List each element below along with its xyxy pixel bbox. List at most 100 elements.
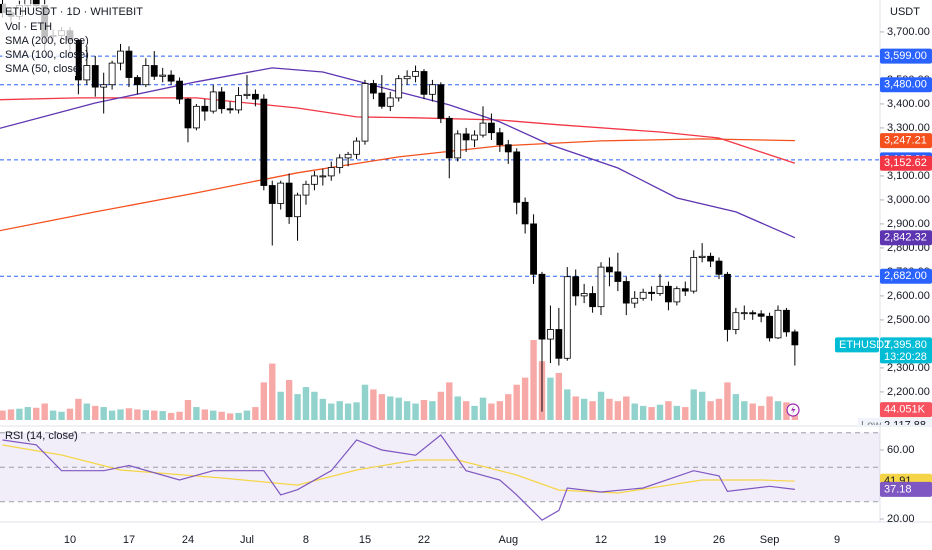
candle-body — [83, 65, 91, 81]
currency-label: USDT — [890, 6, 920, 18]
x-tick-label: 26 — [713, 534, 725, 546]
candle-body — [420, 71, 428, 95]
candle-body — [681, 288, 689, 292]
low-label: 2,117.88 — [884, 419, 926, 431]
candle-body — [673, 288, 681, 303]
candle-body — [496, 132, 504, 146]
sma-line — [0, 97, 796, 164]
x-tick-label: 15 — [359, 534, 371, 546]
volume-bar — [33, 407, 40, 420]
volume-bar — [387, 396, 394, 420]
legend: ETHUSDT · 1D · WHITEBIT Vol · ETH SMA (2… — [2, 4, 143, 442]
volume-bar — [724, 382, 731, 420]
volume-bar — [589, 401, 596, 420]
volume-bar — [437, 391, 445, 420]
sma-value-label: 2,842.32 — [884, 232, 927, 244]
volume-bar — [462, 401, 470, 420]
volume-bar — [766, 396, 773, 420]
level-label: 2,682.00 — [884, 270, 927, 282]
candle-body — [201, 105, 209, 112]
volume-bar — [226, 413, 234, 420]
volume-bar — [125, 408, 133, 420]
candle-body — [252, 93, 259, 100]
candle-body — [538, 273, 546, 340]
candle-body — [294, 194, 301, 218]
volume-bar — [193, 407, 200, 420]
candle-body — [235, 95, 242, 111]
volume-bar — [201, 409, 209, 420]
level-label: 3,480.00 — [884, 79, 927, 91]
sma-value-label: 3,247.21 — [884, 134, 927, 146]
candle-body — [648, 291, 655, 294]
candle-body — [606, 266, 613, 273]
volume-bar — [555, 372, 563, 420]
candle-body — [361, 83, 369, 142]
candle-body — [580, 293, 588, 297]
candle-body — [184, 98, 192, 129]
candle-body — [167, 74, 175, 82]
volume-bar — [235, 412, 242, 420]
volume-bar — [378, 394, 386, 420]
symbol-title: ETHUSDT · 1D · WHITEBIT — [5, 6, 143, 18]
rsi-value-label-box — [880, 481, 932, 497]
volume-bar — [429, 401, 436, 420]
volume-bar — [83, 403, 91, 420]
volume-bar — [66, 408, 74, 420]
candle-body — [639, 291, 647, 299]
candle-body — [100, 84, 108, 88]
volume-bar — [24, 407, 32, 420]
volume-bar — [353, 402, 360, 420]
volume-bar — [479, 397, 487, 420]
candle-body — [336, 157, 344, 168]
candle-body — [311, 175, 318, 185]
candle-body — [125, 50, 133, 78]
candle-body — [774, 309, 782, 339]
candle-body — [445, 117, 453, 159]
candle-body — [327, 167, 335, 177]
volume-bar — [336, 401, 343, 420]
low-label-box — [858, 418, 932, 425]
volume-bar — [243, 410, 251, 420]
y-tick-label: 3,400.00 — [887, 98, 930, 110]
volume-bar — [412, 403, 419, 420]
volume-bar — [302, 387, 310, 420]
volume-bar — [783, 402, 790, 420]
candle-body — [690, 257, 698, 292]
candle-body — [488, 122, 495, 134]
candle-body — [403, 75, 411, 80]
x-tick-label: 22 — [418, 534, 430, 546]
sma-value-label-box — [880, 133, 932, 149]
candle-body — [589, 293, 596, 308]
volume-bar — [488, 403, 495, 420]
volume-bar — [142, 410, 150, 420]
candle-body — [378, 92, 386, 107]
volume-bar — [648, 407, 655, 420]
candle-body — [597, 266, 605, 308]
volume-bar — [210, 410, 217, 420]
price-pane — [0, 0, 880, 420]
sma-line — [0, 138, 795, 232]
volume-label-box — [880, 402, 932, 418]
y-tick-label: 2,500.00 — [887, 314, 930, 326]
candle-body — [698, 255, 706, 258]
volume-bar — [741, 401, 748, 420]
volume-bar — [606, 398, 613, 420]
x-tick-label: 12 — [595, 534, 607, 546]
sma-line — [0, 67, 796, 239]
candle-body — [192, 105, 200, 129]
y-tick-label: 3,700.00 — [887, 26, 930, 38]
volume-bar — [665, 401, 672, 420]
volume-bar — [269, 363, 276, 420]
rsi-tick-label: 60.00 — [887, 444, 915, 456]
volume-bar — [774, 401, 782, 420]
volume-bar — [530, 340, 537, 420]
volume-bar — [395, 397, 402, 420]
volume-bar — [108, 410, 116, 420]
volume-bar — [505, 394, 512, 420]
volume-title: Vol · ETH — [5, 21, 52, 33]
candle-body — [133, 77, 141, 86]
volume-bar — [0, 410, 6, 420]
volume-label: 44.051K — [884, 404, 926, 416]
